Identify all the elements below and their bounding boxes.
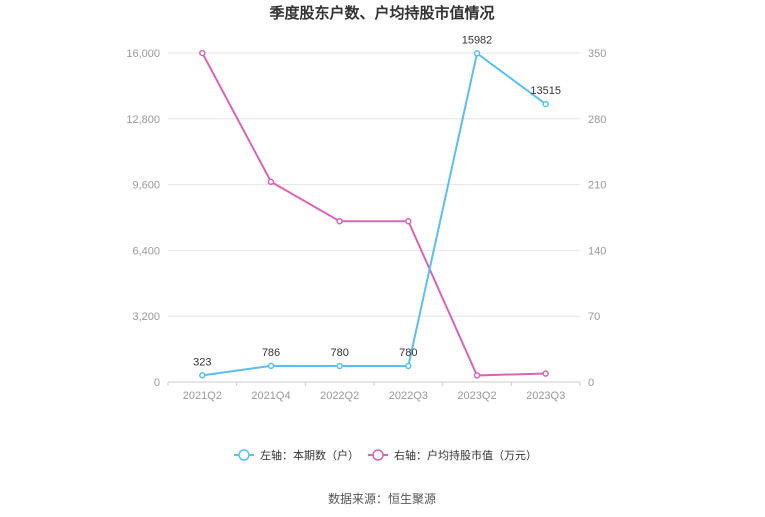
data-label: 780 [330,347,348,359]
data-point-left [267,362,275,370]
legend[interactable]: 左轴：本期数（户） 右轴：户均持股市值（万元） [234,448,537,462]
left-tick-label: 3,200 [132,311,160,323]
legend-marker [238,449,250,461]
data-point-right [199,49,206,57]
left-tick-label: 0 [154,377,160,389]
source-note: 数据来源：恒生聚源 [328,491,436,506]
data-point-right [336,218,343,225]
data-point-right [542,370,549,377]
left-tick-label: 16,000 [126,48,160,60]
x-tick-label: 2021Q4 [251,390,290,402]
data-label: 780 [399,347,417,359]
data-point-left [473,50,481,57]
data-label: 13515 [530,85,561,97]
right-tick-label: 140 [588,245,606,257]
x-tick-label: 2022Q3 [389,390,428,402]
legend-marker [372,449,384,461]
legend-item-left[interactable]: 左轴：本期数（户） [234,448,359,462]
right-tick-label: 280 [588,114,606,126]
data-label: 15982 [462,34,493,46]
data-point-left [542,100,549,108]
left-axis: 0 3,200 6,400 9,600 12,800 16,000 [126,48,160,389]
left-tick-label: 9,600 [132,180,160,192]
gridlines [168,52,580,317]
x-tick-label: 2023Q3 [526,390,565,402]
left-tick-label: 12,800 [126,114,160,126]
series-line-left [202,51,547,377]
right-axis: 0 70 140 210 280 350 [588,48,606,389]
data-labels: 323 786 780 780 15982 13515 [193,34,561,368]
right-tick-label: 350 [588,48,606,60]
right-tick-label: 210 [588,180,606,192]
data-point-right [473,372,481,379]
legend-item-right[interactable]: 右轴：户均持股市值（万元） [368,448,537,462]
x-tick-label: 2021Q2 [183,390,222,402]
data-label: 786 [262,347,280,359]
x-tick-label: 2022Q2 [320,390,359,402]
series-line-right [201,52,546,377]
series-lines [199,49,549,379]
data-point-left [336,362,343,370]
right-tick-label: 0 [588,377,594,389]
legend-label: 左轴：本期数（户） [260,448,359,462]
x-tick-label: 2023Q2 [457,390,496,402]
data-point-left [199,372,206,379]
right-tick-label: 70 [588,311,600,323]
left-tick-label: 6,400 [132,245,160,257]
chart-title: 季度股东户数、户均持股市值情况 [269,4,494,22]
data-label: 323 [193,356,211,368]
data-point-left [405,362,412,370]
legend-label: 右轴：户均持股市值（万元） [394,448,537,462]
data-point-right [267,178,275,186]
data-point-right [405,218,412,225]
x-axis: 2021Q2 2021Q4 2022Q2 2022Q3 2023Q2 2023Q3 [167,381,581,402]
